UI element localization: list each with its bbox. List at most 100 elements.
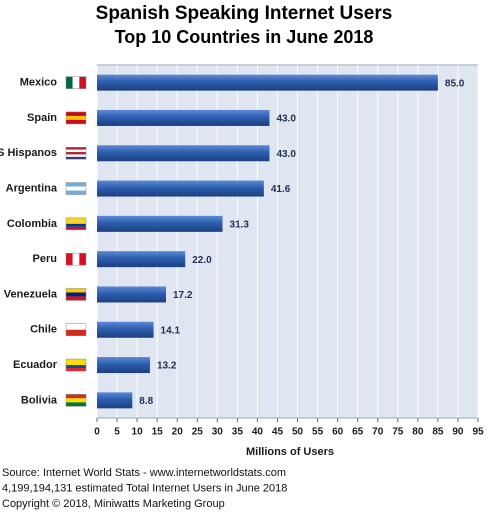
y-tick-label: Chile [30, 324, 57, 336]
flag-border [65, 394, 87, 407]
flag [79, 253, 86, 266]
flag [66, 190, 86, 195]
flag [66, 402, 86, 407]
x-tick-label: 25 [192, 427, 204, 438]
x-tick-label: 20 [172, 427, 184, 438]
x-axis-title: Millions of Users [246, 446, 334, 458]
x-tick-label: 65 [352, 427, 364, 438]
y-tick-label: Argentina [6, 182, 58, 194]
flag [66, 76, 73, 89]
bar [97, 286, 166, 303]
value-label: 17.2 [173, 290, 193, 301]
x-tick-label: 75 [392, 427, 404, 438]
flag-border [65, 76, 87, 89]
y-tick-label: Mexico [20, 77, 58, 89]
flag-border [65, 182, 87, 195]
y-tick-label: Spain [27, 112, 57, 124]
value-label: 14.1 [161, 325, 181, 336]
flag [66, 152, 86, 155]
flag [66, 329, 86, 336]
flag [66, 186, 86, 191]
x-tick-label: 70 [372, 427, 384, 438]
y-tick-label: Venezuela [4, 288, 58, 300]
y-tick-label: Ecuador [13, 359, 58, 371]
flag [66, 368, 86, 372]
chart-subtitle: Top 10 Countries in June 2018 [115, 27, 374, 47]
value-label: 85.0 [445, 78, 465, 89]
flag [66, 119, 86, 124]
flag [66, 253, 73, 266]
flag [66, 220, 86, 224]
bar [97, 321, 154, 338]
flag-border [65, 217, 87, 231]
flag [66, 156, 86, 160]
flag-border [65, 323, 87, 336]
flag [66, 149, 86, 153]
bar [97, 109, 270, 126]
y-tick-label: Colombia [7, 218, 58, 230]
flag-border [65, 252, 87, 266]
x-tick-label: 0 [94, 427, 100, 438]
flag [66, 398, 86, 403]
flag [66, 217, 86, 221]
x-tick-label: 55 [312, 427, 324, 438]
x-tick-label: 10 [132, 427, 144, 438]
flag-border [65, 147, 87, 160]
flag [66, 147, 86, 150]
x-tick-label: 40 [252, 427, 264, 438]
flag [66, 115, 86, 120]
x-tick-label: 35 [232, 427, 244, 438]
bar [97, 392, 133, 409]
x-tick-label: 60 [332, 427, 344, 438]
x-tick-label: 50 [292, 427, 304, 438]
flag [66, 111, 86, 116]
x-tick-label: 90 [452, 427, 464, 438]
y-tick-label: US Hispanos [0, 147, 57, 159]
bar [97, 357, 150, 374]
value-label: 43.0 [276, 149, 296, 160]
flag [66, 362, 86, 366]
flag [66, 296, 86, 301]
flag [72, 253, 80, 266]
x-tick-label: 30 [212, 427, 224, 438]
flag [66, 288, 86, 293]
y-tick-label: Peru [33, 253, 57, 265]
x-tick-label: 80 [412, 427, 424, 438]
flag [79, 76, 86, 89]
flag [66, 182, 86, 187]
value-label: 41.6 [271, 184, 291, 195]
footer-text: Copyright © 2018, Miniwatts Marketing Gr… [2, 498, 225, 510]
value-label: 31.3 [230, 219, 250, 230]
flag [66, 292, 86, 297]
x-tick-label: 5 [114, 427, 120, 438]
flag [66, 154, 86, 157]
chart-title: Spanish Speaking Internet Users [96, 3, 393, 24]
x-tick-label: 15 [152, 427, 164, 438]
value-label: 43.0 [276, 114, 296, 125]
flag-border [65, 358, 87, 372]
bar [97, 74, 438, 91]
flag [66, 394, 86, 399]
bar [97, 145, 270, 162]
flag-border [65, 111, 87, 125]
flag [66, 359, 86, 363]
footer-text: Source: Internet World Stats - www.inter… [2, 467, 286, 479]
flag [66, 365, 86, 369]
flag [72, 76, 80, 89]
flag [66, 226, 86, 230]
x-tick-label: 45 [272, 427, 284, 438]
value-label: 22.0 [192, 255, 212, 266]
bar [97, 180, 264, 197]
y-tick-label: Bolivia [21, 394, 58, 406]
flag [66, 323, 86, 330]
x-tick-label: 95 [472, 427, 484, 438]
value-label: 13.2 [157, 361, 177, 372]
bar [97, 251, 186, 268]
bar [97, 215, 223, 232]
flag [66, 223, 86, 227]
flag-border [65, 288, 87, 301]
footer-text: 4,199,194,131 estimated Total Internet U… [2, 482, 287, 494]
value-label: 8.8 [139, 396, 153, 407]
x-tick-label: 85 [432, 427, 444, 438]
